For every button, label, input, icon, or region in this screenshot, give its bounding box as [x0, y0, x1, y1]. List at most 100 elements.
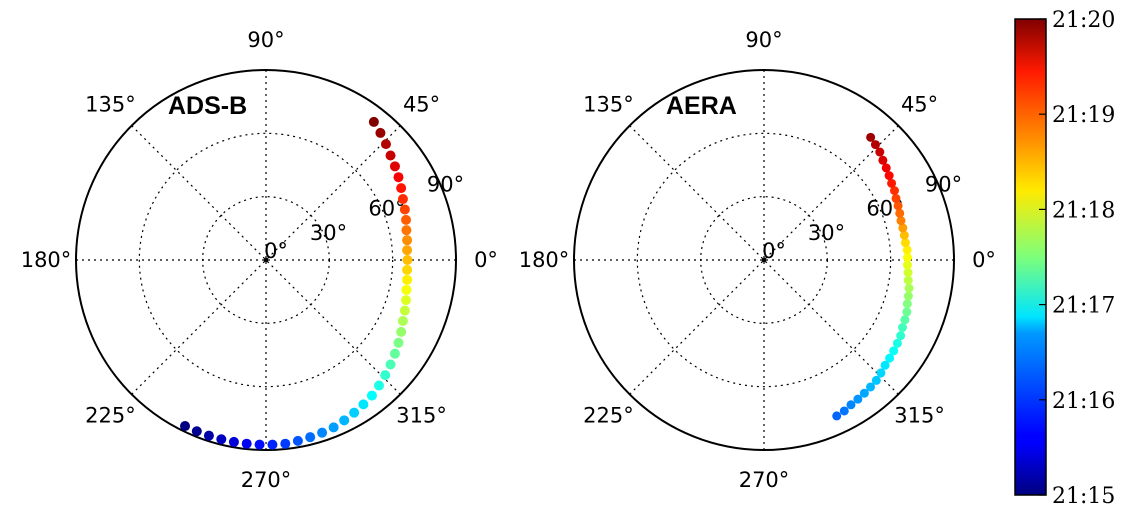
center-dot	[263, 257, 269, 263]
track-point	[832, 411, 842, 421]
track-point	[368, 116, 379, 127]
track-point	[891, 193, 901, 203]
track-point	[317, 427, 328, 438]
track-point	[881, 163, 891, 173]
track-point	[402, 264, 413, 275]
colorbar-tick-label: 21:16	[1052, 389, 1115, 414]
colorbar-gradient	[1014, 18, 1047, 496]
track-point	[903, 252, 913, 262]
colorbar-tick-label: 21:19	[1052, 103, 1115, 128]
track-point	[191, 426, 202, 437]
angle-label-90: 90°	[247, 28, 284, 52]
track-point	[280, 438, 291, 449]
track-point	[871, 375, 881, 385]
radial-label-0: 0°	[762, 239, 786, 263]
angle-label-45: 45°	[403, 92, 440, 116]
radial-label-90: 90°	[925, 172, 962, 196]
radial-label-0: 0°	[264, 239, 288, 263]
track-point	[902, 245, 912, 255]
track-point	[402, 245, 413, 256]
track-point	[366, 390, 377, 401]
track-point	[375, 127, 386, 138]
angle-label-0: 0°	[972, 248, 996, 272]
track-point	[380, 139, 391, 150]
angle-label-180: 180°	[519, 248, 570, 272]
track-point	[389, 348, 400, 359]
radial-labels-aera: 0°30°60°90°	[762, 172, 962, 263]
track-point	[846, 400, 856, 410]
colorbar-tick-label: 21:18	[1052, 198, 1115, 223]
track-point	[870, 140, 880, 150]
track-point	[374, 380, 385, 391]
track-point	[853, 394, 863, 404]
angle-label-225: 225°	[85, 404, 136, 428]
track-point	[904, 283, 914, 293]
track-point	[399, 305, 410, 316]
angle-labels-aera: 0° 45° 90° 135° 180° 225° 270° 315°	[519, 28, 996, 492]
track-point	[899, 230, 909, 240]
track-point	[902, 299, 912, 309]
track-point	[216, 434, 227, 445]
track-point	[885, 353, 895, 363]
track-point	[292, 435, 303, 446]
track-point	[397, 315, 408, 326]
colorbar-tick-label: 21:17	[1052, 294, 1115, 319]
track-point	[228, 436, 239, 447]
track-point	[396, 326, 407, 337]
track-point	[903, 268, 913, 278]
track-point	[896, 331, 906, 341]
center-dot	[761, 257, 767, 263]
panel-title-ads-b: ADS-B	[168, 92, 247, 120]
track-point	[203, 430, 214, 441]
track-point	[402, 274, 413, 285]
track-point	[892, 338, 902, 348]
angle-label-90: 90°	[745, 28, 782, 52]
grid-ring-60	[138, 132, 394, 388]
track-point	[903, 275, 913, 285]
track-point	[385, 359, 396, 370]
radial-label-90: 90°	[427, 172, 464, 196]
radial-label-30: 30°	[310, 221, 347, 245]
angle-label-135: 135°	[583, 92, 634, 116]
track-point	[254, 439, 265, 450]
track-point	[878, 155, 888, 165]
track-point	[380, 370, 391, 381]
track-point	[402, 255, 413, 265]
track-point	[401, 284, 412, 295]
track-point	[839, 406, 849, 416]
track-point	[880, 360, 890, 370]
track-point	[393, 172, 404, 183]
track-point	[402, 235, 413, 246]
track-point	[887, 178, 897, 188]
track-point	[889, 346, 899, 356]
colorbar-ticks: 21:15 21:16 21:17 21:18 21:19 21:20	[1039, 8, 1115, 509]
track-point	[339, 415, 350, 426]
track-point	[401, 214, 412, 225]
angle-label-315: 315°	[396, 404, 447, 428]
angle-label-270: 270°	[739, 468, 790, 492]
track-point	[399, 204, 410, 215]
track-point	[241, 438, 252, 449]
track-point	[902, 307, 912, 317]
angle-label-180: 180°	[21, 248, 72, 272]
track-point	[267, 439, 278, 450]
polar-grid-ads-b	[75, 69, 457, 451]
grid-ring-60	[636, 132, 892, 388]
track-point	[903, 291, 913, 301]
angle-label-270: 270°	[241, 468, 292, 492]
track-point	[875, 147, 885, 157]
polar-panel-ads-b: ADS-B 0° 45° 90° 135° 180° 225° 270° 315° 0° 30°…	[21, 28, 498, 492]
colorbar-tick-label: 21:15	[1052, 484, 1115, 509]
track-point	[876, 368, 886, 378]
track-point	[401, 225, 412, 236]
radial-label-30: 30°	[808, 221, 845, 245]
track-point	[866, 382, 876, 392]
track-point	[328, 422, 339, 433]
track-point	[866, 132, 876, 142]
colorbar-tick-label: 21:20	[1052, 8, 1115, 33]
angle-label-135: 135°	[85, 92, 136, 116]
radial-labels-ads-b: 0°30°60°90°	[264, 172, 464, 263]
angle-label-45: 45°	[901, 92, 938, 116]
track-point	[902, 260, 912, 270]
